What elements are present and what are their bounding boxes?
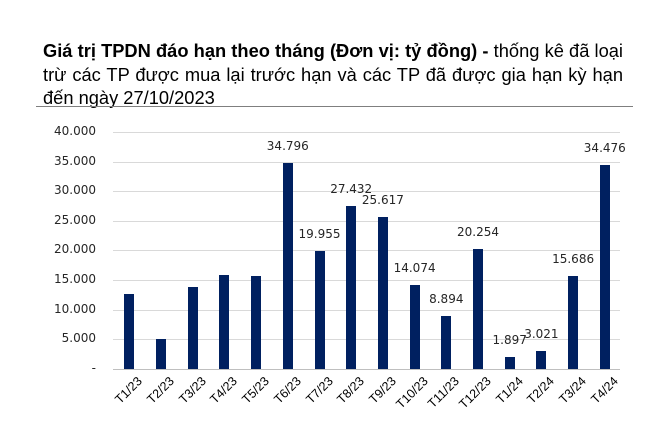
y-tick-label: 30.000 xyxy=(54,183,96,197)
data-label: 34.796 xyxy=(266,138,309,153)
y-tick-label: 20.000 xyxy=(54,242,96,256)
y-tick-label: 25.000 xyxy=(54,213,96,227)
gridline xyxy=(113,221,620,222)
x-tick-label: T4/24 xyxy=(588,374,621,407)
y-tick-label: 5.000 xyxy=(61,331,96,345)
x-tick-label: T1/24 xyxy=(493,374,526,407)
x-tick-label: T1/23 xyxy=(112,374,146,407)
y-tick-label: 15.000 xyxy=(54,272,96,286)
data-label: 19.955 xyxy=(298,226,341,241)
bar-t8-23 xyxy=(346,206,357,369)
gridline xyxy=(113,310,620,311)
data-label: 27.432 xyxy=(330,182,373,197)
data-label: 8.894 xyxy=(429,292,464,307)
x-tick-label: T5/23 xyxy=(239,374,273,407)
x-tick-label: T2/23 xyxy=(144,374,177,407)
data-label: 1.897 xyxy=(492,333,527,348)
gridline xyxy=(113,339,620,340)
data-label: 34.476 xyxy=(583,140,626,155)
bar-t11-23 xyxy=(441,316,452,369)
bar-t12-23 xyxy=(473,248,483,369)
bar-t4-23 xyxy=(219,275,230,369)
y-tick-label: - xyxy=(91,361,96,375)
data-label: 14.074 xyxy=(393,261,436,276)
data-label: 15.686 xyxy=(552,251,595,266)
bar-t3-23 xyxy=(187,287,198,369)
bar-t1-24 xyxy=(504,357,515,369)
x-tick-label: T3/24 xyxy=(556,374,590,407)
gridline xyxy=(113,132,620,133)
title-divider xyxy=(36,106,633,107)
bar-t10-23 xyxy=(409,285,420,369)
y-tick-label: 40.000 xyxy=(54,124,96,138)
bar-t6-23 xyxy=(282,162,293,369)
y-tick-label: 35.000 xyxy=(54,154,96,168)
gridline xyxy=(113,191,620,192)
gridline xyxy=(113,250,620,251)
data-label: 20.254 xyxy=(457,224,499,239)
bar-t4-24 xyxy=(599,164,610,369)
x-tick-label: T2/24 xyxy=(524,374,558,407)
bar-t3-24 xyxy=(568,275,579,369)
y-tick-label: 10.000 xyxy=(54,302,96,316)
data-label: 25.617 xyxy=(361,193,404,208)
gridline xyxy=(113,162,620,163)
chart-title-subtitle: thống kê đã loại trừ các TP được mua lại… xyxy=(43,40,623,108)
bar-t9-23 xyxy=(377,217,388,369)
x-tick-label: T10/23 xyxy=(393,374,431,412)
bar-t2-24 xyxy=(536,350,547,369)
x-tick-label: T6/23 xyxy=(271,374,304,407)
data-label: 3.021 xyxy=(524,326,559,341)
x-tick-label: T7/23 xyxy=(302,374,336,407)
x-tick-label: T12/23 xyxy=(456,374,494,412)
x-axis-baseline xyxy=(113,369,620,370)
bar-t7-23 xyxy=(314,250,325,369)
bar-t2-23 xyxy=(156,339,166,369)
x-tick-label: T11/23 xyxy=(425,374,463,411)
x-tick-label: T8/23 xyxy=(334,374,368,407)
chart-title-bold: Giá trị TPDN đáo hạn theo tháng (Đơn vị:… xyxy=(43,40,489,61)
x-tick-label: T3/23 xyxy=(176,374,209,407)
gridline xyxy=(113,280,620,281)
bar-t5-23 xyxy=(251,276,262,369)
bar-t1-23 xyxy=(124,294,135,369)
chart-title: Giá trị TPDN đáo hạn theo tháng (Đơn vị:… xyxy=(43,39,623,110)
x-tick-label: T4/23 xyxy=(207,374,241,407)
